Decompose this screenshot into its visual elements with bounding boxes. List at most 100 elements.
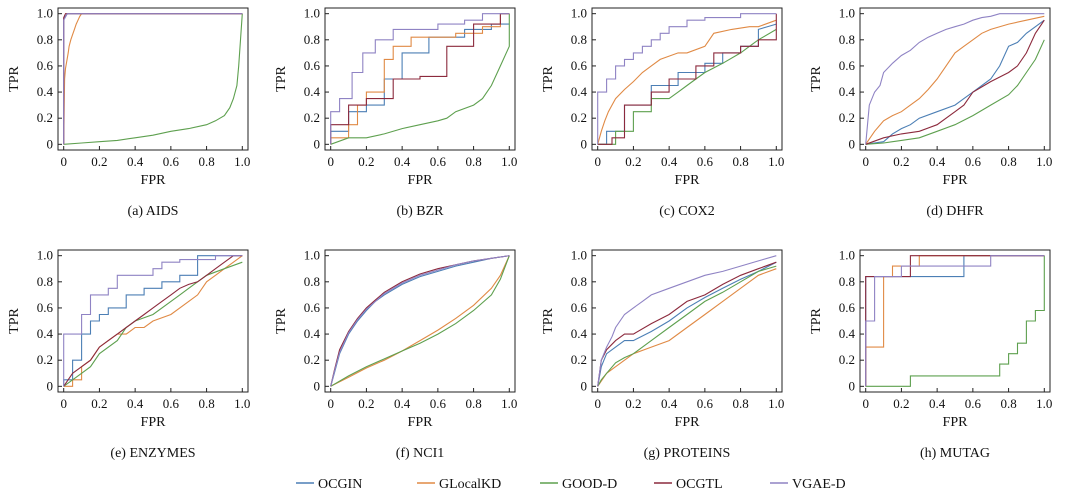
series-line-ocgtl [597,261,777,387]
y-tick-label: 0.2 [839,352,855,367]
series-line-glocalkd [865,255,1045,387]
series-line-vgae-d [330,13,510,145]
y-tick-label: 0.4 [571,326,588,341]
x-tick-label: 0.2 [893,396,909,411]
x-axis-label: FPR [408,415,434,430]
x-tick-label: 0.8 [465,154,481,169]
panel-caption: (g) PROTEINS [644,446,731,461]
roc-panel-2: 0 0.2 0.4 0.6 0.8 1.0 0 0.2 0.4 0.6 0.8 1.0 FPR TPR (b… [274,6,517,219]
y-tick-label: 0 [849,136,856,151]
x-axis-label: FPR [675,415,701,430]
y-tick-label: 0.2 [37,110,53,125]
x-axis-label: FPR [408,173,434,188]
x-tick-label: 0 [327,396,334,411]
y-tick-label: 0.6 [304,58,321,73]
y-tick-label: 0.2 [37,352,53,367]
y-tick-label: 0.4 [304,326,321,341]
x-tick-label: 1.0 [1036,154,1052,169]
x-tick-label: 0.4 [661,154,678,169]
y-axis-label: TPR [274,66,289,92]
x-tick-label: 0.6 [430,396,447,411]
plot-frame [57,7,249,151]
x-tick-label: 0.4 [127,154,144,169]
series-line-vgae-d [597,13,777,145]
legend-item-ocgin: OCGIN [296,477,362,492]
legend-label: VGAE-D [792,477,846,492]
roc-panel-7: 0 0.2 0.4 0.6 0.8 1.0 0 0.2 0.4 0.6 0.8 1.0 FPR TPR (g… [541,248,784,461]
plot-frame [57,249,249,393]
y-tick-label: 0.8 [304,32,320,47]
y-tick-label: 0.2 [304,352,320,367]
x-tick-label: 0.4 [929,396,946,411]
y-axis-label: TPR [809,66,824,92]
x-axis-label: FPR [943,415,969,430]
series-line-glocalkd [330,13,510,145]
series-line-vgae-d [330,255,510,387]
series-line-vgae-d [865,255,1045,387]
x-tick-label: 0.6 [163,154,180,169]
roc-panel-4: 0 0.2 0.4 0.6 0.8 1.0 0 0.2 0.4 0.6 0.8 1.0 FPR TPR (d… [809,6,1052,219]
x-tick-label: 0 [862,154,869,169]
plot-frame [591,249,783,393]
y-tick-label: 1.0 [37,6,53,21]
series-line-ocgtl [63,13,243,145]
series-line-good-d [865,255,1045,387]
x-tick-label: 0 [594,396,601,411]
x-axis-label: FPR [675,173,701,188]
y-tick-label: 1.0 [304,248,320,263]
series-line-ocgin [865,19,1045,145]
x-tick-label: 0.8 [732,154,748,169]
x-tick-label: 1.0 [234,154,250,169]
x-tick-label: 1.0 [1036,396,1052,411]
y-tick-label: 0.4 [571,84,588,99]
y-tick-label: 0.8 [304,274,320,289]
x-tick-label: 0.4 [929,154,946,169]
legend-item-glocalkd: GLocalKD [417,477,501,492]
panel-caption: (d) DHFR [926,204,984,219]
series-line-good-d [865,39,1045,145]
y-tick-label: 0.6 [37,300,54,315]
y-axis-label: TPR [274,308,289,334]
x-tick-label: 1.0 [501,396,517,411]
x-tick-label: 1.0 [768,396,784,411]
x-axis-label: FPR [141,415,167,430]
y-axis-label: TPR [541,66,556,92]
x-tick-label: 0 [594,154,601,169]
x-tick-label: 1.0 [234,396,250,411]
series-line-ocgtl [330,13,510,145]
series-line-good-d [330,13,510,145]
y-tick-label: 1.0 [37,248,53,263]
x-tick-label: 0.4 [127,396,144,411]
legend-item-ocgtl: OCGTL [654,477,723,492]
y-tick-label: 0.8 [839,32,855,47]
y-tick-label: 0.2 [304,110,320,125]
panel-caption: (b) BZR [396,204,444,219]
roc-panel-1: 0 0.2 0.4 0.6 0.8 1.0 0 0.2 0.4 0.6 0.8 1.0 FPR TPR (a… [7,6,250,219]
series-line-good-d [330,255,510,387]
series-line-vgae-d [597,255,777,387]
panel-caption: (a) AIDS [128,204,179,219]
plot-frame [324,249,516,393]
y-tick-label: 0.8 [571,32,587,47]
x-tick-label: 0.2 [625,154,641,169]
x-tick-label: 0.2 [358,154,374,169]
y-tick-label: 0 [314,136,321,151]
y-tick-label: 0 [47,136,54,151]
panel-caption: (f) NCI1 [396,446,445,461]
y-tick-label: 0.8 [571,274,587,289]
y-tick-label: 0.6 [304,300,321,315]
y-tick-label: 0.4 [839,326,856,341]
y-tick-label: 0 [581,378,588,393]
roc-panel-5: 0 0.2 0.4 0.6 0.8 1.0 0 0.2 0.4 0.6 0.8 1.0 FPR TPR (e… [7,248,250,461]
x-tick-label: 1.0 [768,154,784,169]
plot-frame [591,7,783,151]
y-tick-label: 0 [47,378,54,393]
x-tick-label: 0.2 [625,396,641,411]
roc-panel-3: 0 0.2 0.4 0.6 0.8 1.0 0 0.2 0.4 0.6 0.8 1.0 FPR TPR (c… [541,6,784,219]
x-tick-label: 0.6 [430,154,447,169]
y-tick-label: 0.6 [839,58,856,73]
legend-label: OCGTL [676,477,723,492]
plot-frame [859,249,1051,393]
x-tick-label: 0.8 [198,154,214,169]
